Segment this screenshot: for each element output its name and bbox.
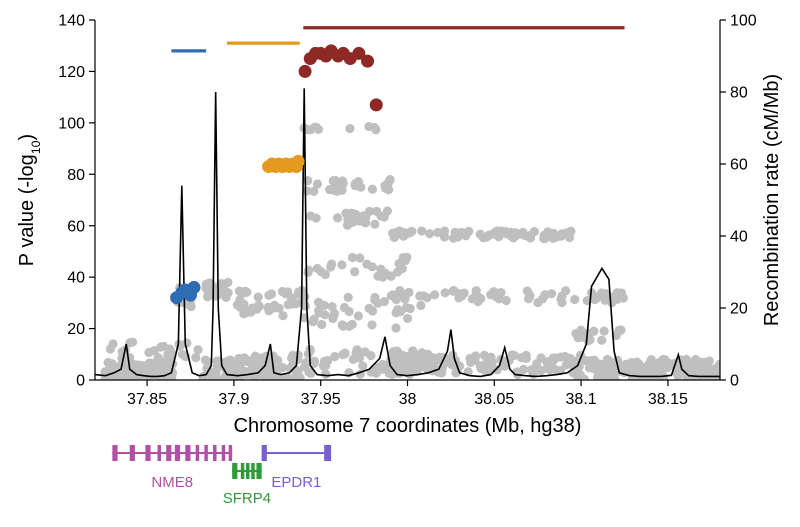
- exon: [204, 445, 207, 461]
- yright-tick-label: 100: [730, 13, 757, 30]
- x-tick-label: 38.15: [648, 391, 688, 408]
- x-tick-label: 37.85: [127, 391, 167, 408]
- yleft-tick-label: 120: [58, 64, 85, 81]
- exon: [256, 463, 261, 479]
- yright-tick-label: 0: [730, 373, 739, 390]
- exon: [166, 445, 171, 461]
- gray-scatter: [100, 122, 724, 385]
- exon: [229, 445, 232, 461]
- exon: [324, 445, 331, 461]
- x-tick-label: 38.05: [474, 391, 514, 408]
- yright-tick-label: 40: [730, 229, 748, 246]
- x-tick-label: 37.95: [301, 391, 341, 408]
- exon: [232, 463, 237, 479]
- gene-label-EPDR1: EPDR1: [271, 474, 321, 491]
- yleft-tick-label: 40: [67, 270, 85, 287]
- yright-tick-label: 20: [730, 301, 748, 318]
- exon: [130, 445, 135, 461]
- exon: [213, 445, 216, 461]
- exon: [145, 445, 150, 461]
- exon: [112, 445, 117, 461]
- exon: [158, 445, 161, 461]
- exon: [262, 445, 267, 461]
- yleft-tick-label: 140: [58, 13, 85, 30]
- yleft-tick-label: 20: [67, 321, 85, 338]
- yleft-tick-label: 60: [67, 218, 85, 235]
- x-tick-label: 38: [399, 391, 417, 408]
- locus-plot: 37.85 37.9 37.95 38 38.05 38.1 38.15 0 20 40 60 80 1…: [0, 0, 800, 527]
- gene-label-NME8: NME8: [151, 474, 193, 491]
- exon: [175, 445, 180, 461]
- x-axis-label: Chromosome 7 coordinates (Mb, hg38): [234, 415, 582, 437]
- exon: [246, 463, 249, 479]
- gene-label-SFRP4: SFRP4: [223, 490, 271, 507]
- exon: [222, 445, 225, 461]
- exon: [251, 463, 254, 479]
- exon: [196, 445, 199, 461]
- yleft-axis-label: P value (-log10): [16, 134, 43, 266]
- yleft-tick-label: 0: [76, 373, 85, 390]
- yleft-tick-label: 100: [58, 115, 85, 132]
- orange-scatter: [262, 155, 305, 173]
- yright-axis-label: Recombination rate (cM/Mb): [761, 74, 783, 326]
- x-tick-label: 37.9: [218, 391, 249, 408]
- yleft-tick-label: 80: [67, 167, 85, 184]
- exon: [241, 463, 244, 479]
- yright-tick-label: 60: [730, 157, 748, 174]
- yright-tick-label: 80: [730, 85, 748, 102]
- red-scatter: [299, 44, 383, 111]
- x-tick-label: 38.1: [566, 391, 597, 408]
- exon: [185, 445, 190, 461]
